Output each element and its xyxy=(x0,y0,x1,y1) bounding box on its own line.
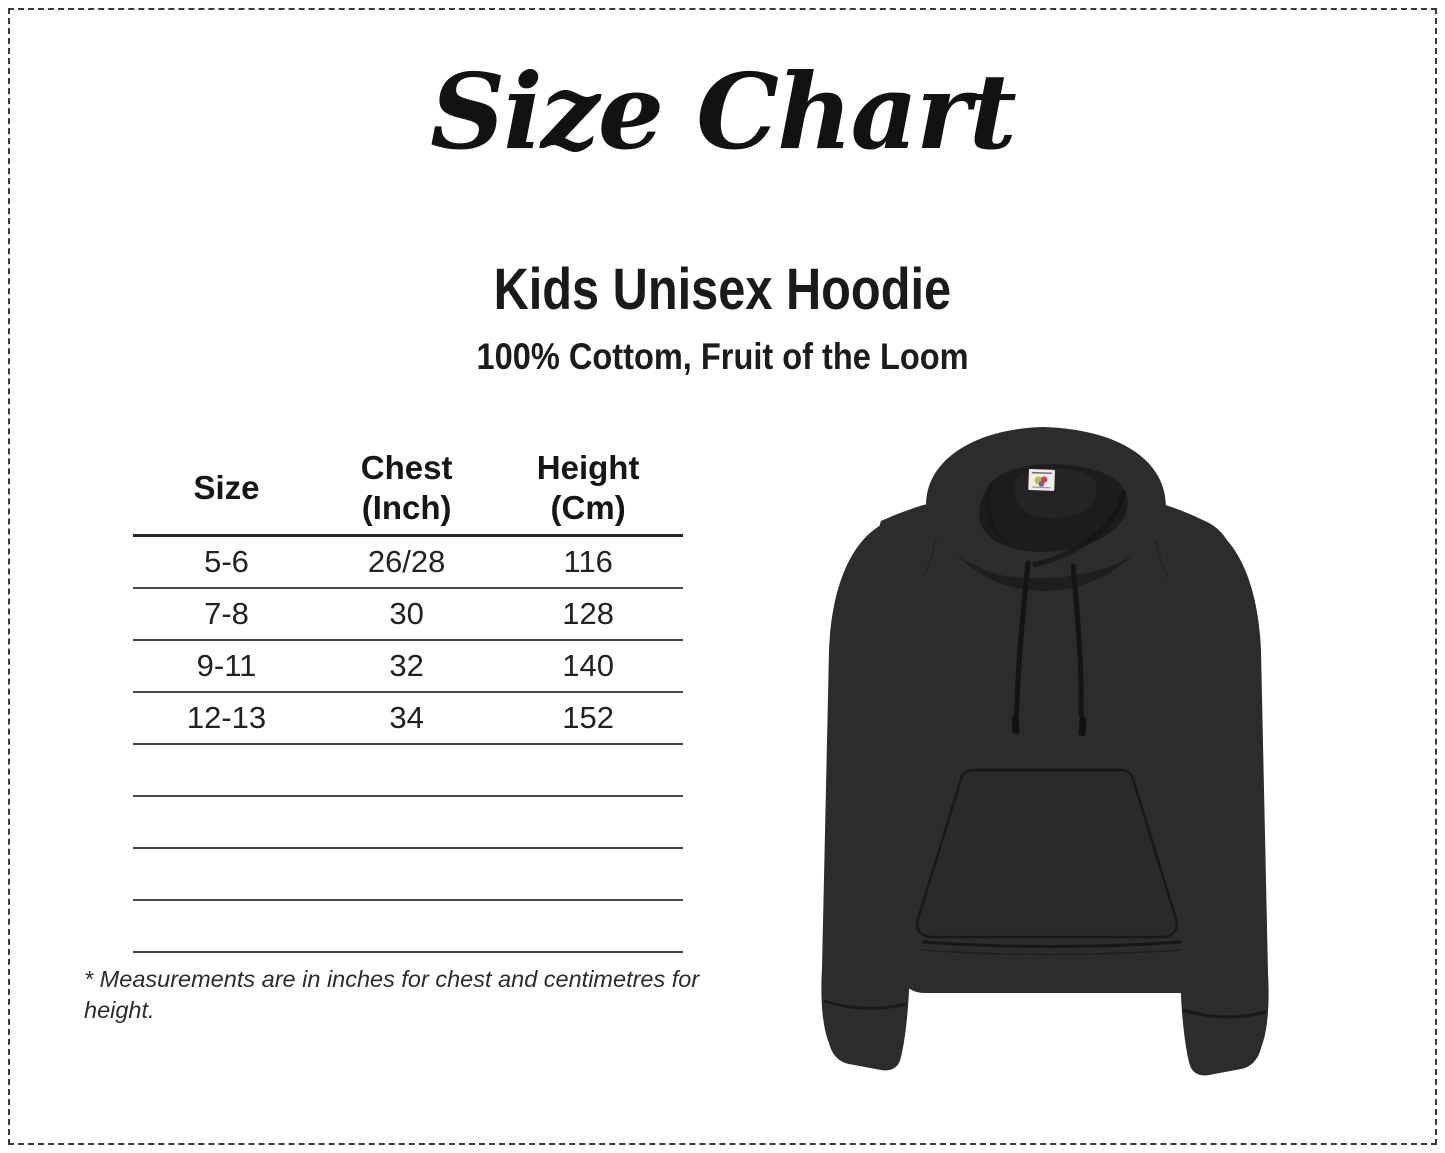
footnote: * Measurements are in inches for chest a… xyxy=(84,966,700,1024)
cell-chest xyxy=(320,848,494,901)
table-row: 5-6 26/28 116 xyxy=(133,535,683,589)
header-row: Size Chest (Inch) Height (Cm) xyxy=(133,446,683,537)
hoodie-drawstring-aglet-left xyxy=(1011,715,1020,735)
hoodie-drawstring-left xyxy=(1013,560,1031,722)
cell-chest: 34 xyxy=(320,692,494,745)
hoodie-neck-shadow xyxy=(957,553,1135,591)
cell-size xyxy=(133,900,320,953)
cell-height xyxy=(493,744,683,797)
hoodie-sleeve-left xyxy=(821,525,923,1071)
column-header-size: Size xyxy=(133,446,320,537)
cell-size xyxy=(133,744,320,797)
cell-height xyxy=(493,848,683,901)
fruit-of-the-loom-label xyxy=(1028,469,1055,491)
hoodie-hood-fold-right xyxy=(1032,490,1127,568)
column-header-height: Height (Cm) xyxy=(493,446,683,537)
product-title-text: Kids Unisex Hoodie xyxy=(493,257,952,322)
cell-height xyxy=(493,796,683,849)
cell-height: 152 xyxy=(493,692,683,745)
table-row: 7-8 30 128 xyxy=(133,588,683,641)
hoodie-cuff-right-seam xyxy=(1182,1008,1267,1019)
cell-height: 128 xyxy=(493,588,683,641)
cell-chest xyxy=(320,796,494,849)
cell-chest: 32 xyxy=(320,640,494,693)
product-title: Kids Unisex Hoodie xyxy=(0,257,1445,322)
table-row: 9-11 32 140 xyxy=(133,640,683,693)
cell-size xyxy=(133,848,320,901)
column-header-chest: Chest (Inch) xyxy=(320,446,494,537)
cell-size: 9-11 xyxy=(133,640,320,693)
table-row-empty xyxy=(133,744,683,797)
cell-size: 7-8 xyxy=(133,588,320,641)
cell-chest: 30 xyxy=(320,588,494,641)
hoodie-pocket xyxy=(916,768,1178,939)
cell-height xyxy=(493,900,683,953)
size-table-container: Size Chest (Inch) Height (Cm) 5-6 xyxy=(133,446,683,953)
hoodie-drawstring-aglet-right xyxy=(1078,717,1087,737)
table-row-empty xyxy=(133,848,683,901)
table-row-empty xyxy=(133,900,683,953)
hoodie-sleeve-right xyxy=(1167,525,1269,1076)
page-title: Size Chart xyxy=(430,50,1017,173)
table-row-empty xyxy=(133,796,683,849)
hoodie-hem-stitch xyxy=(921,940,1182,948)
hoodie-image xyxy=(821,427,1269,1076)
product-subtitle: 100% Cottom, Fruit of the Loom xyxy=(0,336,1445,377)
cell-height: 116 xyxy=(493,535,683,589)
cell-size xyxy=(133,796,320,849)
product-subtitle-text: 100% Cottom, Fruit of the Loom xyxy=(476,336,969,377)
cell-size: 5-6 xyxy=(133,535,320,589)
hoodie-hem-stitch-2 xyxy=(921,949,1182,956)
hoodie-cuff-left-seam xyxy=(823,999,907,1010)
size-table: Size Chest (Inch) Height (Cm) 5-6 xyxy=(133,446,683,953)
hoodie-drawstring-right xyxy=(1070,563,1086,724)
cell-size: 12-13 xyxy=(133,692,320,745)
table-row: 12-13 34 152 xyxy=(133,692,683,745)
cell-chest xyxy=(320,900,494,953)
hoodie-hood-fold-left xyxy=(986,482,1008,545)
cell-chest xyxy=(320,744,494,797)
cell-chest: 26/28 xyxy=(320,535,494,589)
cell-height: 140 xyxy=(493,640,683,693)
